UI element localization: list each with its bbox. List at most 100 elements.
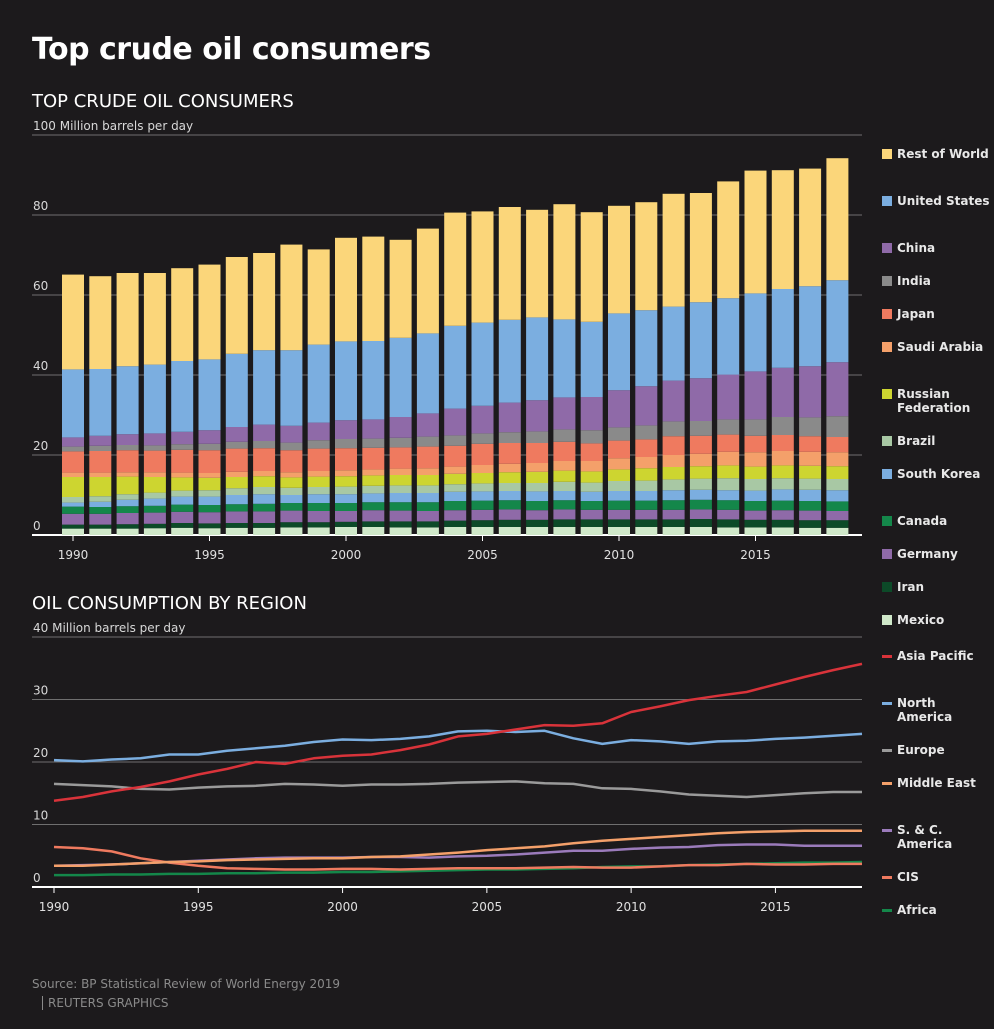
bar-segment (307, 522, 330, 528)
bar-segment (498, 483, 521, 491)
legend-swatch (882, 615, 892, 625)
bar-segment (498, 463, 521, 473)
bar-segment (526, 519, 549, 527)
bar-segment (553, 519, 576, 527)
bar-segment (389, 447, 412, 469)
bar-segment (498, 319, 521, 403)
bar-segment (580, 509, 603, 520)
bar-segment (143, 505, 166, 513)
bar-segment (826, 466, 849, 479)
bar-segment (89, 496, 112, 502)
bar-segment (225, 441, 248, 449)
bar-segment (280, 450, 303, 473)
legend-swatch (882, 149, 892, 159)
bar-segment (225, 353, 248, 427)
bar-segment (416, 521, 439, 528)
bar-segment (198, 264, 221, 360)
bar-segment (553, 319, 576, 398)
bar-segment (689, 193, 712, 303)
bar-segment (280, 425, 303, 443)
y-tick-label: 20 (33, 746, 48, 760)
bar-segment (89, 501, 112, 507)
bar-segment (444, 408, 467, 436)
bar-segment (662, 519, 685, 527)
bar-segment (717, 181, 740, 299)
bar-segment (635, 509, 658, 520)
bar-segment (116, 513, 139, 525)
bar-segment (143, 498, 166, 506)
bar-segment (362, 493, 385, 503)
bar-segment (444, 445, 467, 467)
bar-segment (717, 500, 740, 510)
bar-segment (826, 479, 849, 491)
bar-segment (171, 472, 194, 478)
bar-segment (143, 492, 166, 499)
bar-segment (307, 511, 330, 523)
bar-segment (635, 480, 658, 491)
bar-segment (307, 440, 330, 449)
bar-segment (171, 511, 194, 523)
bar-segment (826, 158, 849, 281)
bar-segment (799, 501, 822, 511)
bar-segment (171, 490, 194, 497)
bar-segment (635, 468, 658, 481)
bar-segment (498, 443, 521, 464)
legend-label: Asia Pacific (897, 649, 974, 663)
legend-swatch (882, 829, 892, 832)
bar-segment (62, 477, 84, 497)
bar-segment (662, 467, 685, 480)
bar-segment (62, 502, 84, 507)
bar-segment (416, 475, 439, 486)
bar-segment (635, 500, 658, 510)
bar-segment (553, 470, 576, 482)
bar-segment (253, 424, 276, 441)
bar-segment (526, 483, 549, 492)
legend-swatch (882, 196, 892, 206)
bar-segment (62, 437, 84, 447)
legend-swatch (882, 876, 892, 879)
bar-segment (171, 444, 194, 450)
series-line (53, 729, 863, 763)
bar-segment (225, 488, 248, 495)
bar-segment (471, 322, 494, 406)
bar-segment (416, 527, 439, 535)
bar-segment (444, 212, 467, 326)
bar-segment (580, 461, 603, 472)
legend-label: Middle East (897, 776, 976, 790)
bar-segment (662, 436, 685, 455)
bar-segment (198, 443, 221, 451)
legend-label: S. & C. America (897, 823, 953, 851)
bar-segment (799, 436, 822, 452)
bar-segment (717, 519, 740, 528)
y-tick-label: 60 (33, 279, 48, 293)
y-tick-label: 40 (33, 359, 48, 373)
bar-segment (253, 441, 276, 449)
bar-segment (662, 527, 685, 535)
bar-segment (826, 520, 849, 528)
bar-segment (799, 510, 822, 521)
bar-segment (799, 451, 822, 466)
bar-segment (717, 434, 740, 452)
bar-segment (826, 437, 849, 453)
bar-segment (225, 477, 248, 489)
bar-segment (662, 421, 685, 437)
legend-label: Rest of World (897, 147, 989, 161)
bar-segment (526, 491, 549, 501)
bar-segment (771, 435, 794, 451)
bar-segment (225, 495, 248, 505)
bar-segment (253, 503, 276, 512)
bar-segment (498, 527, 521, 535)
x-tick-label: 2010 (604, 548, 635, 562)
bar-segment (62, 472, 84, 477)
bar-segment (799, 527, 822, 535)
bar-segment (635, 527, 658, 535)
bar-segment (307, 249, 330, 345)
bar-segment (307, 494, 330, 503)
bar-segment (608, 500, 630, 510)
legend-label: Brazil (897, 434, 936, 448)
bar-segment (526, 317, 549, 401)
bar-segment (335, 494, 357, 503)
bar-segment (744, 371, 767, 420)
bar-segment (771, 500, 794, 511)
bar-segment (198, 496, 221, 505)
